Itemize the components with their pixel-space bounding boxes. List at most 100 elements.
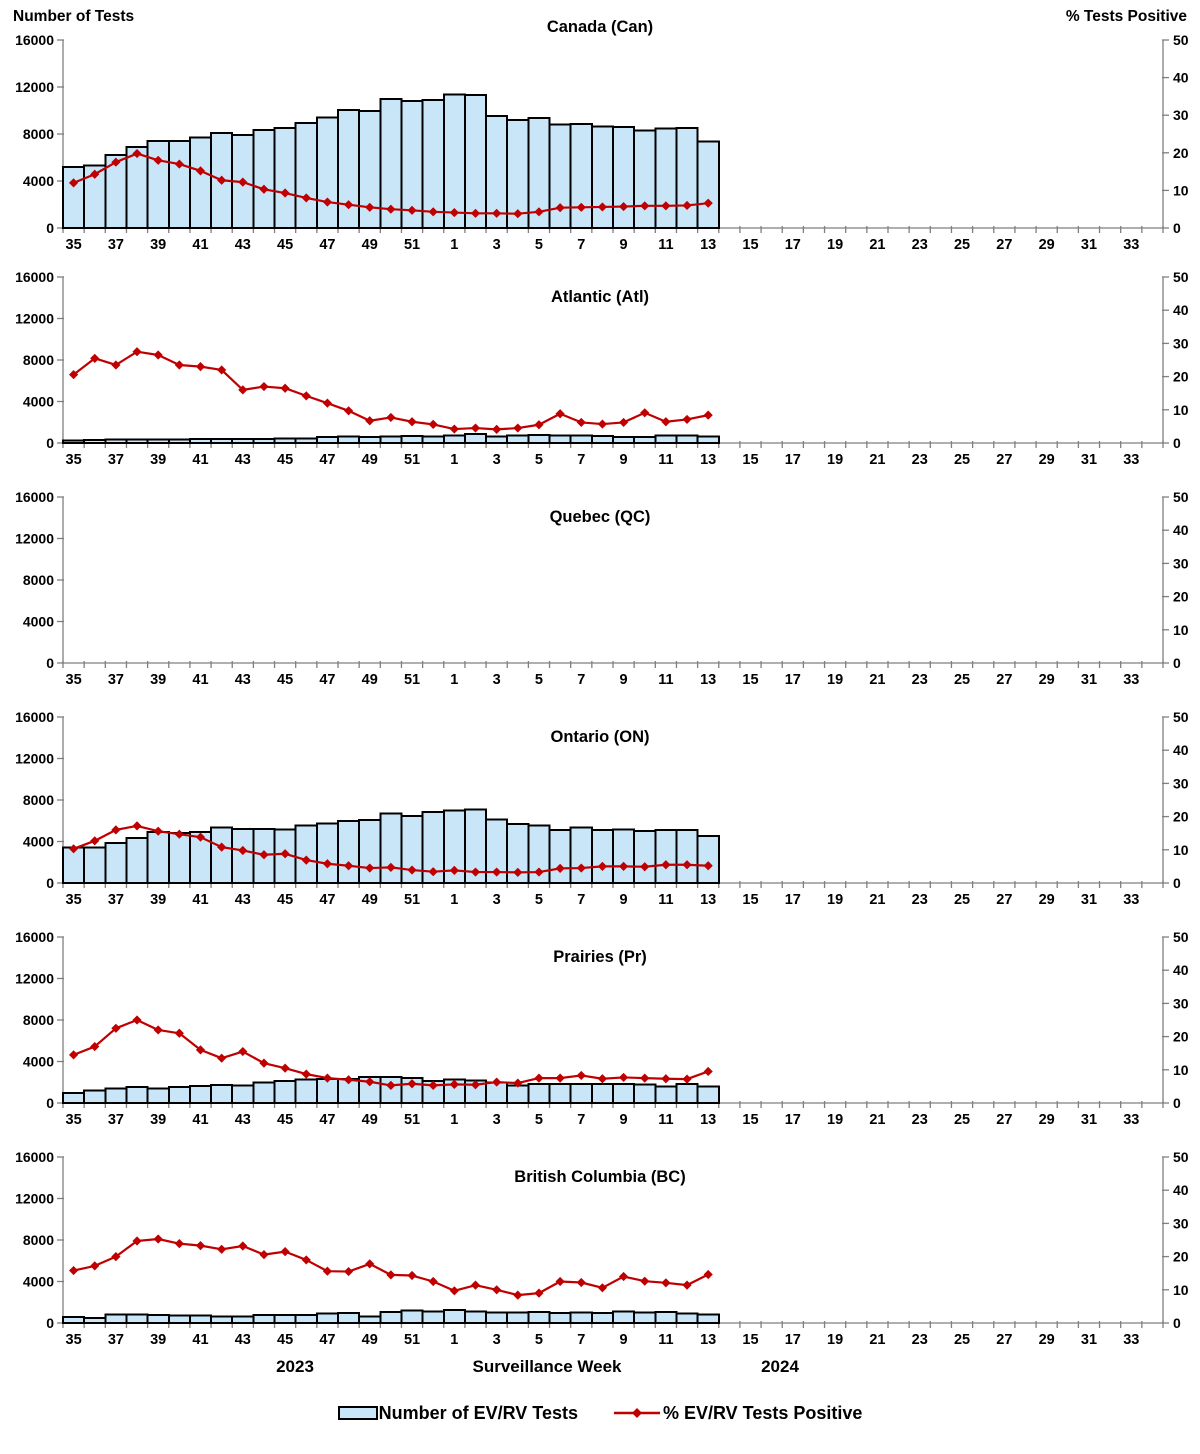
- svg-text:25: 25: [954, 1332, 970, 1348]
- marker-week-8: [597, 1283, 608, 1293]
- svg-text:0: 0: [1173, 220, 1181, 236]
- marker-week-43: [238, 177, 248, 187]
- marker-week-4: [513, 209, 523, 219]
- bar-week-12: [675, 829, 699, 884]
- svg-text:3: 3: [493, 1332, 501, 1348]
- svg-text:0: 0: [1173, 655, 1181, 671]
- marker-week-4: [513, 1290, 523, 1300]
- svg-text:29: 29: [1039, 452, 1055, 468]
- bar-week-42: [210, 1315, 234, 1325]
- svg-text:11: 11: [658, 452, 673, 468]
- bar-week-35: [62, 439, 86, 444]
- svg-text:4000: 4000: [23, 394, 54, 410]
- bar-week-4: [506, 1084, 530, 1105]
- bar-week-46: [294, 824, 318, 884]
- y-axis-labels: 0 4000 8000 12000 16000 0 10 20 30 40 50: [15, 709, 1189, 891]
- panel-british-columbia: 0 4000 8000 12000 16000 0 10 20 30 40 50 35 37 39 41 43…: [0, 1133, 1200, 1353]
- svg-text:31: 31: [1081, 892, 1097, 908]
- bar-swatch-icon: [337, 1406, 378, 1420]
- svg-text:13: 13: [700, 452, 716, 468]
- svg-text:25: 25: [954, 1112, 970, 1128]
- svg-text:16000: 16000: [15, 32, 54, 48]
- marker-week-7: [576, 863, 586, 873]
- marker-week-11: [661, 1074, 671, 1084]
- svg-text:49: 49: [362, 237, 378, 253]
- legend-item-tests: Number of EV/RV Tests: [337, 1403, 578, 1424]
- marker-week-7: [576, 1277, 586, 1288]
- marker-week-49: [365, 1077, 375, 1087]
- x-axis-footer: 2023 Surveillance Week 2024: [0, 1353, 1200, 1391]
- svg-text:20: 20: [1173, 1249, 1189, 1265]
- svg-text:45: 45: [277, 1332, 293, 1348]
- marker-week-12: [682, 1074, 692, 1084]
- svg-text:12000: 12000: [15, 971, 54, 987]
- test-bars: [62, 93, 720, 230]
- svg-text:4000: 4000: [23, 1054, 54, 1070]
- svg-text:9: 9: [620, 237, 628, 253]
- bar-week-11: [654, 829, 678, 884]
- svg-text:5: 5: [535, 1112, 543, 1128]
- marker-week-6: [555, 1276, 565, 1287]
- marker-week-36: [90, 1261, 100, 1271]
- svg-text:7: 7: [577, 892, 585, 908]
- bar-week-42: [210, 1083, 234, 1104]
- bar-week-37: [104, 1313, 128, 1324]
- bar-week-40: [167, 1085, 191, 1104]
- bar-week-10: [633, 1311, 657, 1324]
- marker-week-49: [365, 863, 375, 873]
- svg-text:39: 39: [150, 237, 166, 253]
- bar-week-48: [337, 108, 361, 229]
- svg-text:35: 35: [66, 892, 82, 908]
- marker-week-39: [153, 350, 163, 360]
- marker-week-11: [661, 417, 671, 427]
- bar-week-50: [379, 812, 403, 884]
- bar-week-8: [590, 125, 614, 229]
- svg-text:3: 3: [493, 1112, 501, 1128]
- svg-text:0: 0: [46, 435, 54, 451]
- marker-week-5: [534, 867, 544, 877]
- svg-text:5: 5: [535, 1332, 543, 1348]
- pct-positive-line: [73, 1237, 709, 1297]
- svg-text:41: 41: [192, 237, 208, 253]
- marker-week-12: [682, 200, 692, 211]
- svg-text:30: 30: [1173, 995, 1189, 1011]
- svg-text:23: 23: [912, 237, 928, 253]
- svg-text:19: 19: [827, 1332, 843, 1348]
- svg-text:23: 23: [912, 892, 928, 908]
- bar-week-8: [590, 435, 614, 444]
- svg-text:11: 11: [658, 1332, 673, 1348]
- marker-week-10: [640, 1276, 650, 1286]
- svg-text:16000: 16000: [15, 709, 54, 725]
- bar-week-36: [83, 846, 107, 885]
- svg-text:13: 13: [700, 1112, 716, 1128]
- svg-text:30: 30: [1173, 107, 1189, 123]
- svg-text:47: 47: [319, 237, 335, 253]
- y-axis-labels: 0 4000 8000 12000 16000 0 10 20 30 40 50: [15, 929, 1189, 1111]
- marker-week-9: [618, 201, 629, 212]
- bar-week-49: [358, 819, 382, 884]
- svg-text:49: 49: [362, 672, 378, 688]
- panel-title: Prairies (Pr): [553, 948, 647, 966]
- marker-week-51: [407, 205, 417, 215]
- marker-week-2: [470, 423, 481, 433]
- bar-week-10: [633, 1083, 657, 1104]
- marker-week-41: [195, 362, 206, 372]
- bar-week-45: [273, 1080, 297, 1104]
- bar-week-2: [463, 94, 488, 229]
- marker-week-37: [111, 1023, 121, 1033]
- axes: [57, 496, 1169, 668]
- marker-week-45: [280, 1063, 290, 1073]
- bar-week-50: [379, 1311, 403, 1324]
- svg-text:45: 45: [277, 237, 293, 253]
- svg-text:23: 23: [912, 1112, 928, 1128]
- marker-week-10: [640, 1073, 650, 1083]
- bar-week-7: [569, 123, 593, 229]
- marker-week-1: [449, 207, 459, 218]
- svg-text:27: 27: [996, 1112, 1012, 1128]
- bar-week-3: [485, 1311, 509, 1324]
- bar-week-47: [315, 1312, 340, 1325]
- bar-week-40: [167, 140, 191, 229]
- legend-item-positive: % EV/RV Tests Positive: [612, 1403, 862, 1424]
